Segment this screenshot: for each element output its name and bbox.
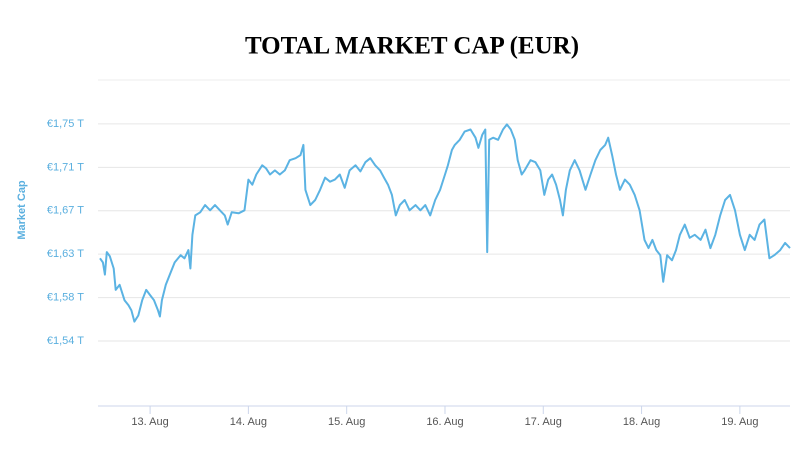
y-axis-label: Market Cap	[16, 180, 28, 240]
y-tick-label: €1,58 T	[47, 292, 84, 304]
y-tick-label: €1,75 T	[47, 118, 84, 130]
x-tick-label: 14. Aug	[230, 416, 267, 428]
y-tick-label: €1,71 T	[47, 161, 84, 173]
x-tick-label: 18. Aug	[623, 416, 660, 428]
y-tick-label: €1,67 T	[47, 205, 84, 217]
x-tick-label: 15. Aug	[328, 416, 365, 428]
x-tick-label: 13. Aug	[131, 416, 168, 428]
chart-title: TOTAL MARKET CAP (EUR)	[245, 33, 579, 60]
line	[99, 123, 791, 323]
y-tick-label: €1,54 T	[47, 335, 84, 347]
x-tick-label: 19. Aug	[721, 416, 758, 428]
x-tick-label: 16. Aug	[426, 416, 463, 428]
y-tick-label: €1,63 T	[47, 248, 84, 260]
x-tick-label: 17. Aug	[525, 416, 562, 428]
